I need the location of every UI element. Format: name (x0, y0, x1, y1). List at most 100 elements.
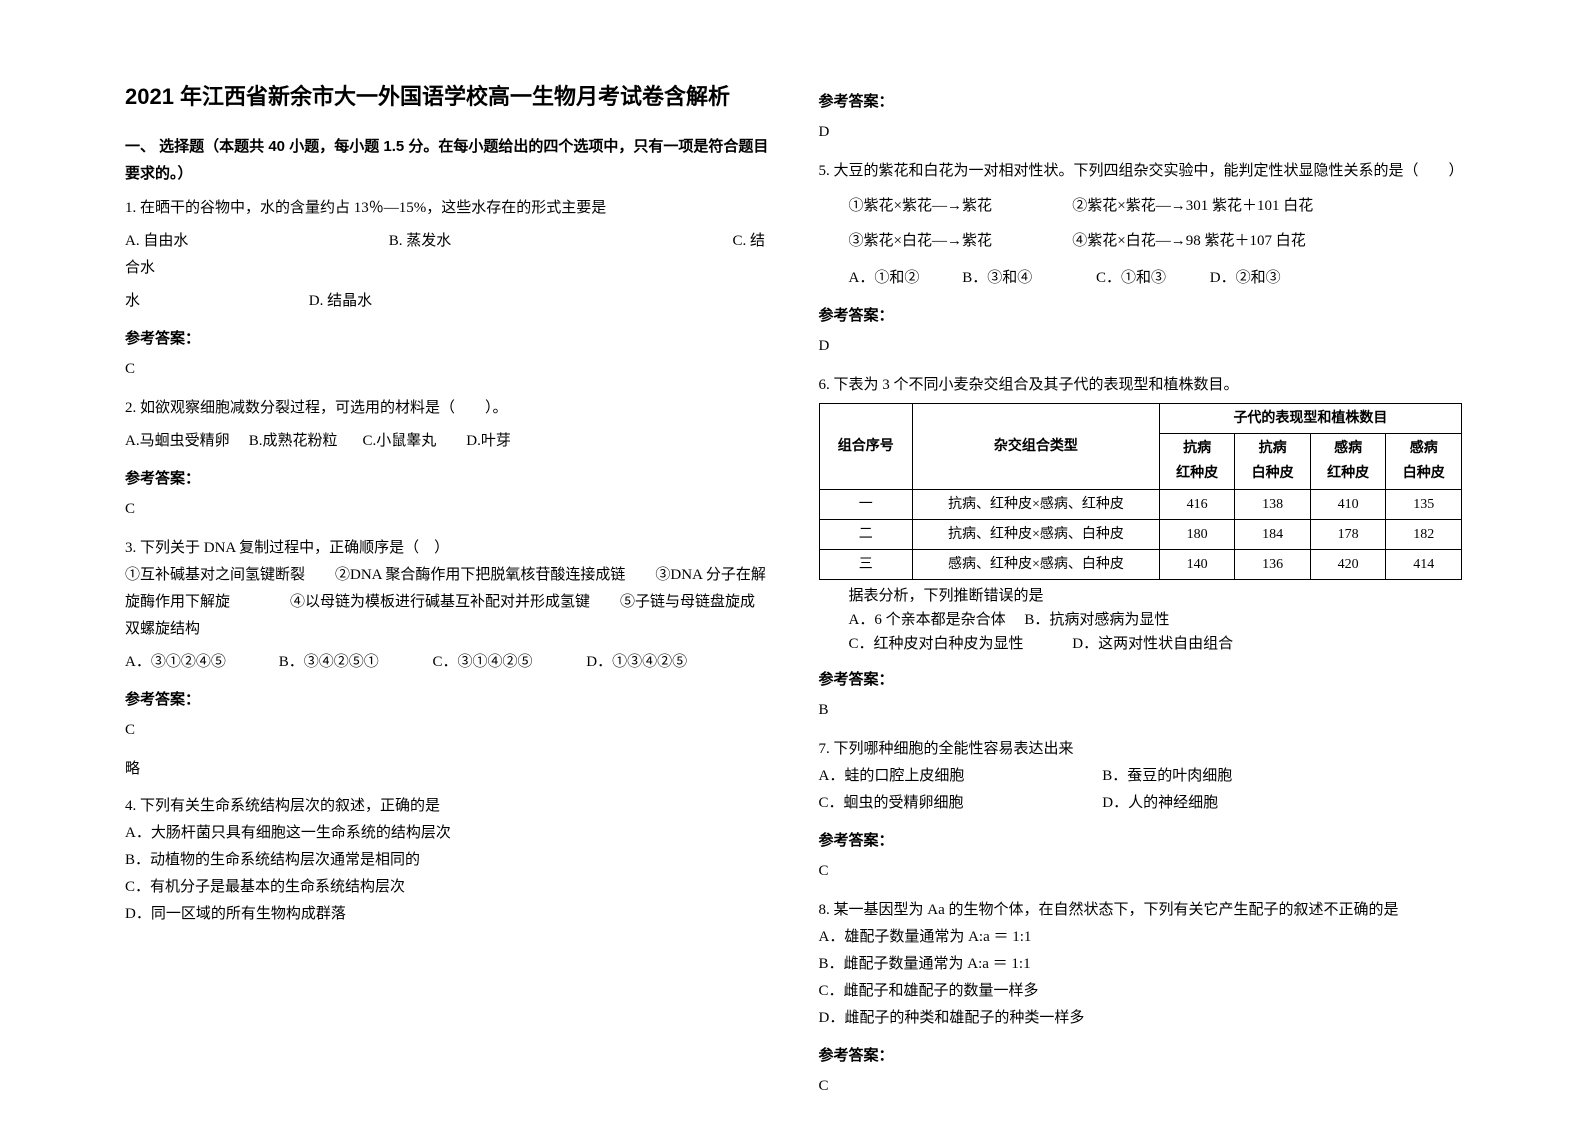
q4-opt-c: C．有机分子是最基本的生命系统结构层次 (125, 874, 769, 901)
q6-sub-stem: 据表分析，下列推断错误的是 (849, 584, 1463, 608)
q5-opt-c: C．①和③ (1096, 265, 1206, 292)
q5-answer-label: 参考答案： (819, 302, 1463, 329)
r2c4: 184 (1235, 519, 1311, 549)
q3-answer-label: 参考答案： (125, 686, 769, 713)
q6-opts-cd: C．红种皮对白种皮为显性 D．这两对性状自由组合 (849, 632, 1463, 656)
q1-opt-d: D. 结晶水 (309, 293, 372, 309)
th-s3: 感病红种皮 (1310, 434, 1386, 489)
q2-opt-b: B.成熟花粉粒 (249, 428, 359, 455)
table-row: 三 感病、红种皮×感病、白种皮 140 136 420 414 (819, 549, 1462, 579)
q5-o2: ②紫花×紫花—→301 紫花＋101 白花 (1072, 198, 1313, 214)
question-6: 6. 下表为 3 个不同小麦杂交组合及其子代的表现型和植株数目。 组合序号 杂交… (819, 372, 1463, 656)
table-row: 一 抗病、红种皮×感病、红种皮 416 138 410 135 (819, 489, 1462, 519)
q6-opt-c: C．红种皮对白种皮为显性 (849, 636, 1024, 652)
q5-answer: D (819, 333, 1463, 360)
q5-o1: ①紫花×紫花—→紫花 (849, 193, 1069, 220)
q3-note: 略 (125, 756, 769, 783)
q5-o3: ③紫花×白花—→紫花 (849, 228, 1069, 255)
q6-table: 组合序号 杂交组合类型 子代的表现型和植株数目 抗病红种皮 抗病白种皮 感病红种… (819, 403, 1463, 580)
question-3: 3. 下列关于 DNA 复制过程中，正确顺序是（ ） ①互补碱基对之间氢键断裂 … (125, 535, 769, 676)
q5-cross-row-1: ①紫花×紫花—→紫花 ②紫花×紫花—→301 紫花＋101 白花 (819, 193, 1463, 220)
q7-row-1: A．蛙的口腔上皮细胞 B．蚕豆的叶肉细胞 (819, 763, 1463, 790)
q3-desc: ①互补碱基对之间氢键断裂 ②DNA 聚合酶作用下把脱氧核苷酸连接成链 ③DNA … (125, 562, 769, 643)
r3c3: 140 (1159, 549, 1235, 579)
q5-stem: 5. 大豆的紫花和白花为一对相对性状。下列四组杂交实验中，能判定性状显隐性关系的… (819, 158, 1463, 185)
q5-o4: ④紫花×白花—→98 紫花＋107 白花 (1072, 233, 1305, 249)
q6-opts-ab: A．6 个亲本都是杂合体 B．抗病对感病为显性 (849, 608, 1463, 632)
q5-opt-b: B．③和④ (962, 265, 1092, 292)
q7-opt-d: D．人的神经细胞 (1102, 795, 1218, 811)
exam-title: 2021 年江西省新余市大一外国语学校高一生物月考试卷含解析 (125, 80, 769, 113)
q4-opt-d: D．同一区域的所有生物构成群落 (125, 901, 769, 928)
q3-stem: 3. 下列关于 DNA 复制过程中，正确顺序是（ ） (125, 535, 769, 562)
q2-opt-a: A.马蛔虫受精卵 (125, 428, 245, 455)
left-column: 2021 年江西省新余市大一外国语学校高一生物月考试卷含解析 一、 选择题（本题… (100, 80, 794, 1082)
r2c6: 182 (1386, 519, 1462, 549)
question-2: 2. 如欲观察细胞减数分裂过程，可选用的材料是（ ）。 A.马蛔虫受精卵 B.成… (125, 395, 769, 455)
q2-opt-d: D.叶芽 (466, 433, 511, 449)
r3c2: 感病、红种皮×感病、白种皮 (912, 549, 1159, 579)
q7-row-2: C．蛔虫的受精卵细胞 D．人的神经细胞 (819, 790, 1463, 817)
q8-opt-a: A．雄配子数量通常为 A:a ＝ 1:1 (819, 924, 1463, 951)
q4-answer-label: 参考答案： (819, 88, 1463, 115)
q8-answer-label: 参考答案： (819, 1042, 1463, 1069)
q1-options-2: 水 D. 结晶水 (125, 288, 769, 315)
r1c4: 138 (1235, 489, 1311, 519)
q7-answer-label: 参考答案： (819, 827, 1463, 854)
th-s1: 抗病红种皮 (1159, 434, 1235, 489)
q6-answer: B (819, 697, 1463, 724)
q1-answer-label: 参考答案： (125, 325, 769, 352)
q8-opt-c: C．雌配子和雄配子的数量一样多 (819, 978, 1463, 1005)
q7-stem: 7. 下列哪种细胞的全能性容易表达出来 (819, 736, 1463, 763)
r2c5: 178 (1310, 519, 1386, 549)
r1c1: 一 (819, 489, 912, 519)
q3-opt-b: B．③④②⑤① (279, 649, 429, 676)
q1-opt-c-tail: 水 (125, 288, 305, 315)
q8-opt-d: D．雌配子的种类和雄配子的种类一样多 (819, 1005, 1463, 1032)
q2-answer: C (125, 496, 769, 523)
q8-answer: C (819, 1073, 1463, 1100)
q2-answer-label: 参考答案： (125, 465, 769, 492)
th-group: 组合序号 (819, 404, 912, 490)
r1c3: 416 (1159, 489, 1235, 519)
r3c1: 三 (819, 549, 912, 579)
q4-opt-b: B．动植物的生命系统结构层次通常是相同的 (125, 847, 769, 874)
th-s2: 抗病白种皮 (1235, 434, 1311, 489)
q7-opt-c: C．蛔虫的受精卵细胞 (819, 790, 1099, 817)
r1c6: 135 (1386, 489, 1462, 519)
question-8: 8. 某一基因型为 Aa 的生物个体，在自然状态下，下列有关它产生配子的叙述不正… (819, 897, 1463, 1032)
q3-opt-a: A．③①②④⑤ (125, 649, 275, 676)
q6-opt-b: B．抗病对感病为显性 (1024, 612, 1169, 628)
q3-opt-d: D．①③④②⑤ (586, 654, 687, 670)
r3c4: 136 (1235, 549, 1311, 579)
q7-opt-b: B．蚕豆的叶肉细胞 (1102, 768, 1232, 784)
r3c6: 414 (1386, 549, 1462, 579)
q6-opt-a: A．6 个亲本都是杂合体 (849, 612, 1006, 628)
q3-options: A．③①②④⑤ B．③④②⑤① C．③①④②⑤ D．①③④②⑤ (125, 649, 769, 676)
q6-stem: 6. 下表为 3 个不同小麦杂交组合及其子代的表现型和植株数目。 (819, 372, 1463, 399)
q1-stem: 1. 在晒干的谷物中，水的含量约占 13％—15%，这些水存在的形式主要是 (125, 195, 769, 222)
q5-opt-a: A．①和② (849, 265, 959, 292)
q6-answer-label: 参考答案： (819, 666, 1463, 693)
r2c1: 二 (819, 519, 912, 549)
q7-answer: C (819, 858, 1463, 885)
q1-opt-b: B. 蒸发水 (389, 228, 649, 255)
q5-cross-row-2: ③紫花×白花—→紫花 ④紫花×白花—→98 紫花＋107 白花 (819, 228, 1463, 255)
q3-answer: C (125, 717, 769, 744)
q1-answer: C (125, 356, 769, 383)
th-offspring: 子代的表现型和植株数目 (1159, 404, 1461, 434)
r2c3: 180 (1159, 519, 1235, 549)
table-header-row: 组合序号 杂交组合类型 子代的表现型和植株数目 (819, 404, 1462, 434)
q5-options: A．①和② B．③和④ C．①和③ D．②和③ (819, 265, 1463, 292)
q1-opt-a: A. 自由水 (125, 228, 305, 255)
section-title: 一、 选择题（本题共 40 小题，每小题 1.5 分。在每小题给出的四个选项中，… (125, 133, 769, 187)
q4-answer: D (819, 119, 1463, 146)
q5-opt-d: D．②和③ (1210, 270, 1281, 286)
q2-stem: 2. 如欲观察细胞减数分裂过程，可选用的材料是（ ）。 (125, 395, 769, 422)
question-7: 7. 下列哪种细胞的全能性容易表达出来 A．蛙的口腔上皮细胞 B．蚕豆的叶肉细胞… (819, 736, 1463, 817)
q4-stem: 4. 下列有关生命系统结构层次的叙述，正确的是 (125, 793, 769, 820)
question-4: 4. 下列有关生命系统结构层次的叙述，正确的是 A．大肠杆菌只具有细胞这一生命系… (125, 793, 769, 928)
th-s4: 感病白种皮 (1386, 434, 1462, 489)
q4-opt-a: A．大肠杆菌只具有细胞这一生命系统的结构层次 (125, 820, 769, 847)
r3c5: 420 (1310, 549, 1386, 579)
